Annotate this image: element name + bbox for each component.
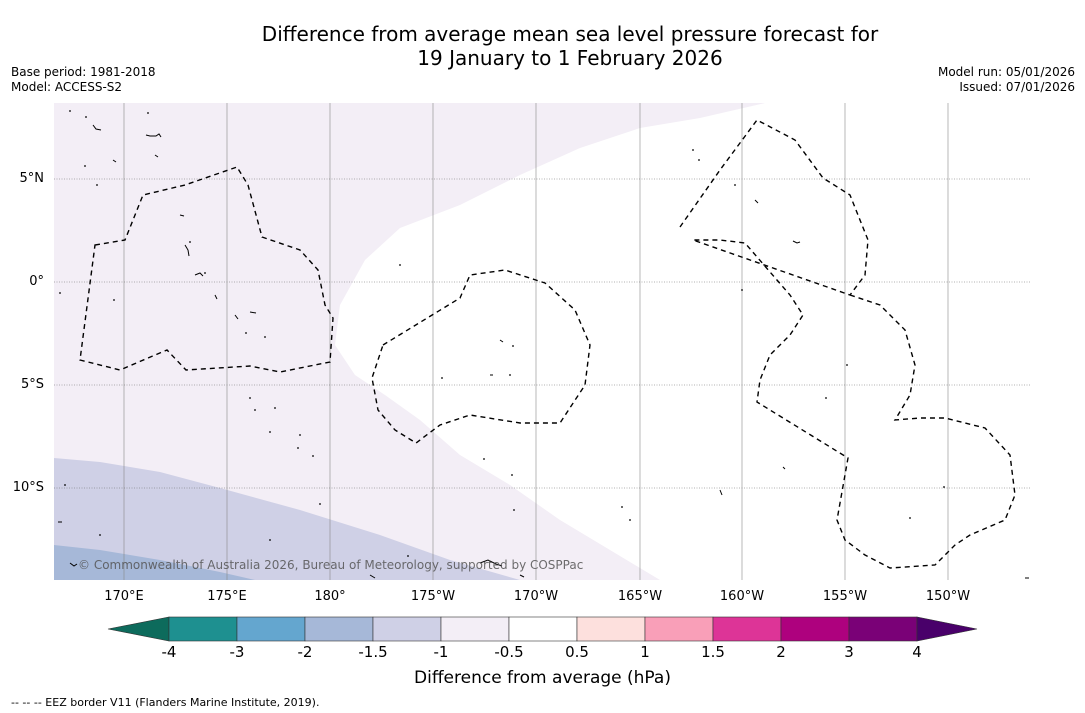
- colorbar-tick-label: -1.5: [358, 643, 388, 661]
- issued-date: Issued: 07/01/2026: [959, 80, 1075, 94]
- colorbar-extend-high: [916, 616, 978, 642]
- island-dots: [59, 110, 945, 557]
- lat-label-5s: 5°S: [20, 377, 44, 392]
- lon-label-170w: 170°W: [513, 589, 559, 604]
- metadata-right: Model run: 05/01/2026 Issued: 07/01/2026: [938, 65, 1075, 95]
- colorbar-segment: [236, 616, 306, 642]
- colorbar-tick-label: -4: [161, 643, 177, 661]
- colorbar-segment: [644, 616, 714, 642]
- eez-border-east-north: [679, 119, 869, 296]
- lon-label-160w: 160°W: [719, 589, 765, 604]
- colorbar-extend-low: [107, 616, 170, 642]
- copyright-watermark: © Commonwealth of Australia 2026, Bureau…: [78, 558, 584, 572]
- colorbar-tick-label: -3: [229, 643, 245, 661]
- lon-label-150w: 150°W: [925, 589, 971, 604]
- eez-border-west: [79, 166, 334, 373]
- colorbar-tick-label: -0.5: [494, 643, 524, 661]
- lon-label-175e: 175°E: [207, 589, 247, 604]
- title-line-1: Difference from average mean sea level p…: [261, 22, 879, 46]
- colorbar-segment: [780, 616, 850, 642]
- lat-label-5n: 5°N: [19, 171, 45, 186]
- islands: [58, 124, 1029, 579]
- model-name: Model: ACCESS-S2: [11, 80, 123, 94]
- colorbar-tick-label: 4: [912, 643, 922, 661]
- lon-gridlines: [123, 103, 949, 580]
- base-period: Base period: 1981-2018: [11, 65, 156, 79]
- lat-label-10s: 10°S: [12, 480, 44, 495]
- colorbar-tick-label: 3: [844, 643, 854, 661]
- colorbar-segment: [848, 616, 918, 642]
- eez-borders: [79, 119, 1016, 569]
- colorbar-tick-label: 0.5: [565, 643, 589, 661]
- colorbar-segment: [576, 616, 646, 642]
- lon-label-180: 180°: [314, 589, 346, 604]
- colorbar-segment: [168, 616, 238, 642]
- model-run: Model run: 05/01/2026: [937, 65, 1075, 79]
- chart-title: Difference from average mean sea level p…: [0, 22, 1085, 70]
- lon-label-155w: 155°W: [822, 589, 868, 604]
- colorbar-segment: [508, 616, 578, 642]
- contour-fill-minus-1-to-minus-0-5: [54, 103, 765, 580]
- colorbar-segment: [304, 616, 374, 642]
- colorbar-tick-label: -1: [433, 643, 449, 661]
- lon-label-175w: 175°W: [410, 589, 456, 604]
- metadata-left: Base period: 1981-2018 Model: ACCESS-S2: [11, 65, 156, 95]
- colorbar-segment: [440, 616, 510, 642]
- lat-label-0: 0°: [29, 274, 44, 289]
- colorbar-tick-label: -2: [297, 643, 313, 661]
- lon-label-165w: 165°W: [617, 589, 663, 604]
- colorbar-segment: [372, 616, 442, 642]
- title-line-2: 19 January to 1 February 2026: [417, 46, 723, 70]
- colorbar-tick-label: 2: [776, 643, 786, 661]
- eez-legend-note: -- -- -- EEZ border V11 (Flanders Marine…: [11, 696, 320, 709]
- eez-border-east-south: [692, 239, 1016, 569]
- colorbar-segment: [712, 616, 782, 642]
- colorbar-tick-label: 1: [640, 643, 650, 661]
- colorbar-tick-label: 1.5: [701, 643, 725, 661]
- contour-fill-minus-2-to-minus-1-5: [54, 545, 255, 580]
- lon-label-170e: 170°E: [104, 589, 144, 604]
- contour-fill-minus-1-5-to-minus-1: [54, 458, 520, 580]
- colorbar-title: Difference from average (hPa): [414, 668, 671, 688]
- eez-border-central: [371, 269, 591, 444]
